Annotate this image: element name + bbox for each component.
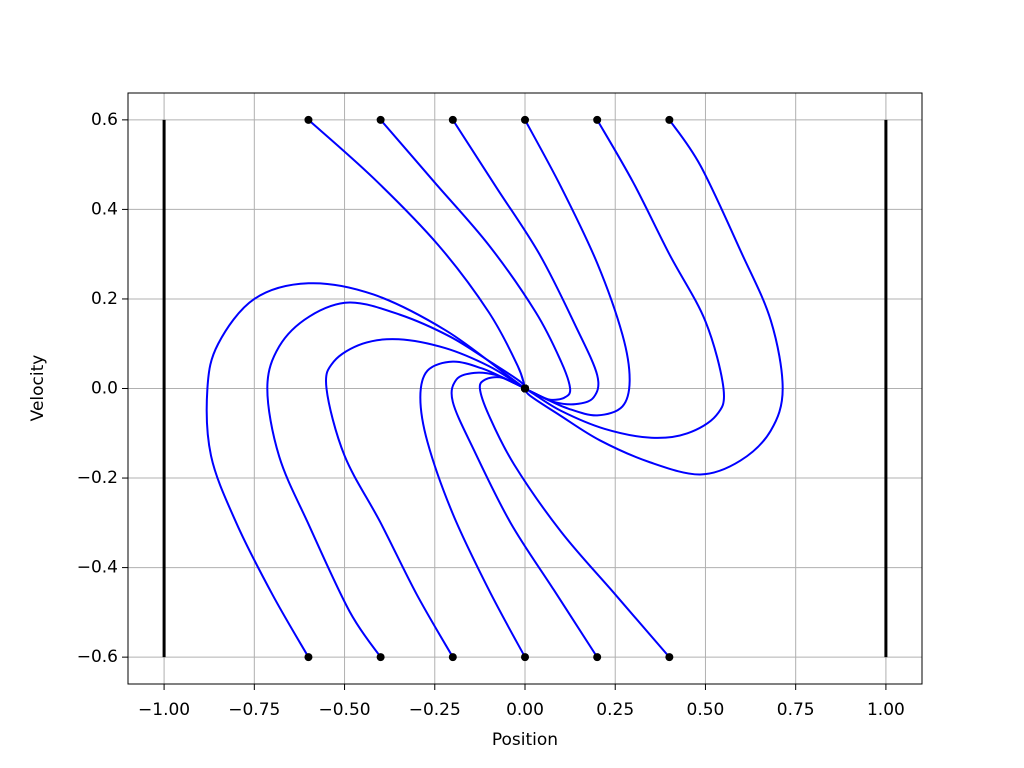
point bbox=[304, 653, 313, 662]
trajectory bbox=[524, 119, 725, 439]
plot-frame bbox=[127, 92, 923, 685]
x-axis-label: Position bbox=[492, 730, 558, 750]
trajectory bbox=[266, 301, 526, 658]
y-tick-label: −0.6 bbox=[77, 647, 118, 667]
trajectory bbox=[325, 338, 526, 658]
point bbox=[593, 653, 602, 662]
y-tick-label: −0.2 bbox=[77, 468, 118, 488]
y-tick-label: 0.4 bbox=[91, 199, 118, 219]
point bbox=[665, 115, 674, 124]
x-tick-label: 0.50 bbox=[687, 700, 725, 720]
point bbox=[665, 653, 674, 662]
x-tick-label: −0.75 bbox=[228, 700, 280, 720]
point bbox=[521, 653, 529, 662]
x-tick-label: 0.00 bbox=[506, 700, 544, 720]
x-tick-label: 0.75 bbox=[777, 700, 815, 720]
x-tick-label: −1.00 bbox=[138, 700, 190, 720]
trajectory bbox=[205, 282, 526, 658]
point bbox=[304, 115, 313, 124]
point bbox=[376, 115, 385, 124]
trajectory bbox=[524, 119, 784, 476]
trajectory bbox=[307, 119, 526, 389]
trajectory bbox=[450, 371, 599, 658]
y-tick-label: 0.2 bbox=[91, 289, 118, 309]
trajectory bbox=[524, 119, 631, 417]
y-tick-label: 0.6 bbox=[91, 110, 118, 130]
x-tick-label: 1.00 bbox=[867, 700, 905, 720]
y-tick-label: 0.0 bbox=[91, 379, 118, 399]
trajectory bbox=[451, 119, 600, 406]
y-tick-label: −0.4 bbox=[77, 558, 118, 578]
trajectory bbox=[478, 376, 671, 658]
x-tick-label: −0.25 bbox=[409, 700, 461, 720]
point bbox=[376, 653, 385, 662]
point bbox=[521, 384, 529, 393]
point bbox=[593, 115, 602, 124]
x-tick-label: 0.25 bbox=[596, 700, 634, 720]
y-axis-label: Velocity bbox=[28, 355, 48, 422]
point bbox=[521, 115, 529, 124]
point bbox=[448, 653, 457, 662]
x-tick-label: −0.50 bbox=[318, 700, 370, 720]
trajectory bbox=[379, 119, 572, 401]
trajectory bbox=[419, 360, 526, 658]
point bbox=[448, 115, 457, 124]
